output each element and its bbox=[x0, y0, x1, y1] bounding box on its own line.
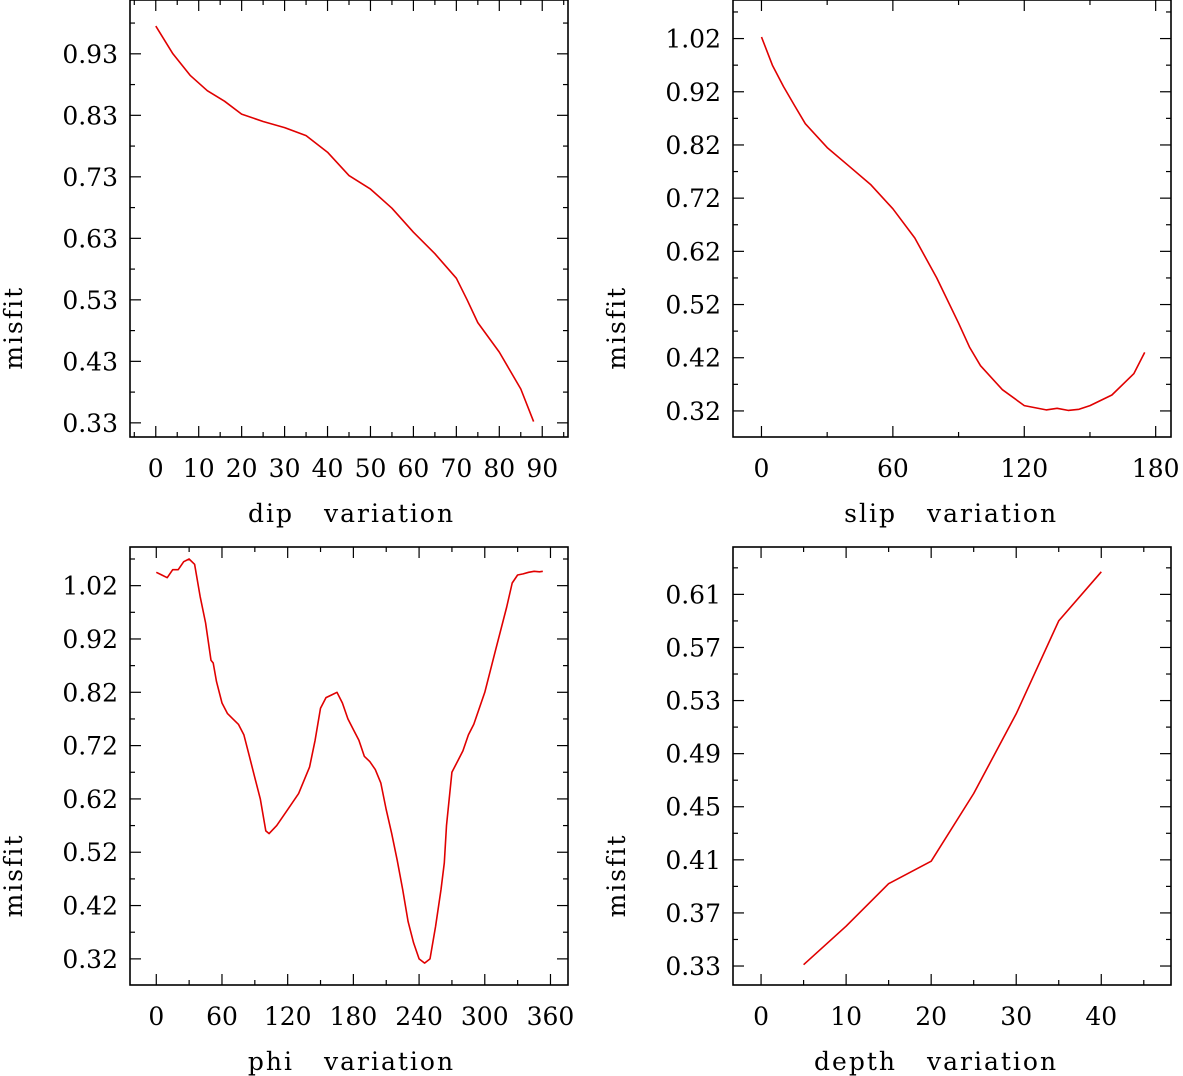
y-tick-label: 0.53 bbox=[62, 286, 118, 315]
y-tick-label: 0.57 bbox=[665, 633, 721, 662]
x-tick-label: 0 bbox=[753, 1002, 769, 1031]
x-tick-label: 10 bbox=[830, 1002, 862, 1031]
x-tick-label: 360 bbox=[527, 1002, 575, 1031]
y-axis-title: misfit bbox=[602, 834, 631, 918]
y-tick-label: 0.93 bbox=[62, 40, 118, 69]
phi-misfit-line bbox=[155, 558, 543, 964]
x-tick-label: 70 bbox=[440, 454, 472, 483]
y-tick-label: 0.73 bbox=[62, 163, 118, 192]
x-tick-label: 60 bbox=[206, 1002, 238, 1031]
y-tick-label: 0.45 bbox=[665, 793, 721, 822]
y-tick-label: 0.82 bbox=[665, 131, 721, 160]
x-tick-label: 90 bbox=[526, 454, 558, 483]
y-tick-label: 0.62 bbox=[62, 785, 118, 814]
x-tick-label: 40 bbox=[312, 454, 344, 483]
y-tick-label: 0.37 bbox=[665, 899, 721, 928]
x-axis-title-suffix: variation bbox=[323, 1047, 455, 1076]
y-tick-label: 0.53 bbox=[665, 687, 721, 716]
x-tick-label: 20 bbox=[915, 1002, 947, 1031]
x-axis-title-word: slip bbox=[844, 499, 897, 528]
y-tick-label: 0.42 bbox=[62, 892, 118, 921]
x-tick-label: 300 bbox=[461, 1002, 509, 1031]
dip-misfit-line bbox=[155, 25, 535, 422]
y-tick-label: 0.52 bbox=[62, 838, 118, 867]
phi-variation-panel: 0 60 120 180 240 300 360 0.32 0.42 0.52 0.62 0.72 0.… bbox=[0, 546, 575, 1076]
x-tick-label: 180 bbox=[330, 1002, 378, 1031]
y-tick-label: 0.63 bbox=[62, 224, 118, 253]
x-tick-label: 50 bbox=[355, 454, 387, 483]
y-tick-label: 0.62 bbox=[665, 237, 721, 266]
x-tick-label: 0 bbox=[148, 454, 164, 483]
x-tick-label: 0 bbox=[754, 454, 770, 483]
y-axis-title: misfit bbox=[602, 286, 631, 370]
plot-frame bbox=[732, 546, 1172, 986]
x-tick-label: 0 bbox=[148, 1002, 164, 1031]
y-tick-label: 0.92 bbox=[62, 625, 118, 654]
x-axis-title-suffix: variation bbox=[926, 499, 1058, 528]
x-tick-label: 60 bbox=[398, 454, 430, 483]
x-tick-label: 60 bbox=[877, 454, 909, 483]
slip-misfit-line bbox=[760, 36, 1146, 412]
y-tick-label: 0.33 bbox=[62, 409, 118, 438]
x-tick-label: 120 bbox=[264, 1002, 312, 1031]
x-axis-title-word: phi bbox=[248, 1047, 294, 1076]
y-axis-title: misfit bbox=[0, 286, 28, 370]
plot-frame bbox=[129, 546, 569, 986]
x-tick-label: 180 bbox=[1132, 454, 1180, 483]
y-tick-label: 0.83 bbox=[62, 101, 118, 130]
y-tick-label: 0.72 bbox=[665, 184, 721, 213]
plot-frame bbox=[732, 0, 1172, 438]
x-tick-label: 10 bbox=[183, 454, 215, 483]
y-tick-label: 0.41 bbox=[665, 846, 721, 875]
plot-frame bbox=[129, 0, 569, 438]
y-tick-label: 0.42 bbox=[665, 344, 721, 373]
y-tick-label: 0.92 bbox=[665, 78, 721, 107]
x-tick-label: 240 bbox=[395, 1002, 443, 1031]
y-tick-label: 0.32 bbox=[665, 397, 721, 426]
x-tick-label: 20 bbox=[226, 454, 258, 483]
depth-variation-panel: 0 10 20 30 40 0.33 0.37 0.41 0.45 0.49 0.53 0.57 0.6… bbox=[602, 546, 1172, 1076]
dip-variation-panel: 0 10 20 30 40 50 60 70 80 90 0.33 0.43 0.53 0.63 0.73 0… bbox=[0, 0, 569, 528]
x-tick-label: 120 bbox=[1000, 454, 1048, 483]
x-axis-title-suffix: variation bbox=[323, 499, 455, 528]
x-tick-label: 30 bbox=[1000, 1002, 1032, 1031]
y-tick-label: 0.33 bbox=[665, 952, 721, 981]
slip-variation-panel: 0 60 120 180 0.32 0.42 0.52 0.62 0.72 0.82 0.92 1.0… bbox=[602, 0, 1180, 528]
y-tick-label: 0.32 bbox=[62, 945, 118, 974]
x-axis-title-word: depth bbox=[814, 1047, 897, 1076]
x-axis-title-word: dip bbox=[248, 499, 294, 528]
x-axis-title-suffix: variation bbox=[926, 1047, 1058, 1076]
x-tick-label: 40 bbox=[1085, 1002, 1117, 1031]
x-tick-label: 30 bbox=[269, 454, 301, 483]
y-tick-label: 0.82 bbox=[62, 678, 118, 707]
y-tick-label: 1.02 bbox=[62, 572, 118, 601]
y-tick-label: 1.02 bbox=[665, 25, 721, 54]
x-tick-label: 80 bbox=[483, 454, 515, 483]
y-tick-label: 0.72 bbox=[62, 732, 118, 761]
y-tick-label: 0.43 bbox=[62, 347, 118, 376]
y-tick-label: 0.61 bbox=[665, 580, 721, 609]
y-axis-title: misfit bbox=[0, 834, 28, 918]
y-tick-label: 0.49 bbox=[665, 740, 721, 769]
depth-misfit-line bbox=[803, 571, 1102, 966]
y-tick-label: 0.52 bbox=[665, 291, 721, 320]
